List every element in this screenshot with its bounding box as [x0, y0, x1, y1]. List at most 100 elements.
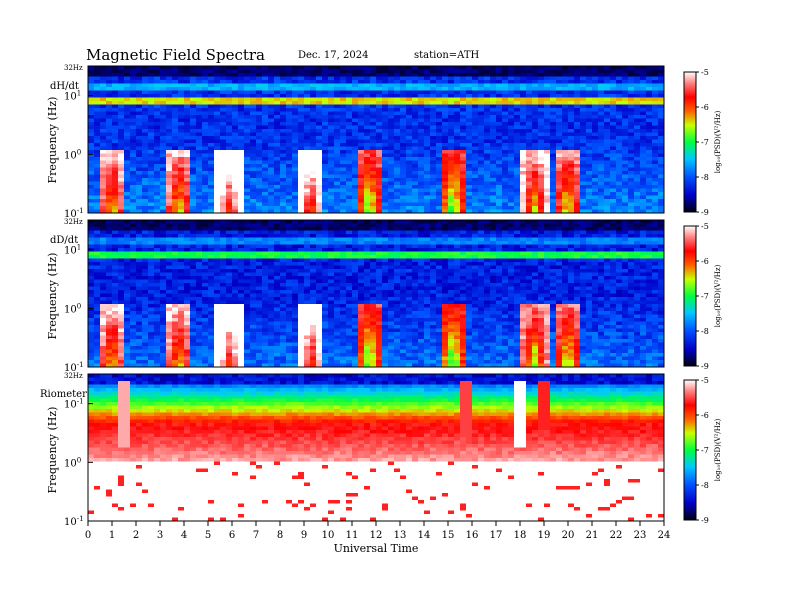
heatmap-cell — [658, 202, 665, 207]
heatmap-cell — [604, 199, 611, 203]
heatmap-cell — [88, 192, 95, 196]
heatmap-cell — [484, 104, 491, 109]
heatmap-cell — [484, 181, 491, 186]
heatmap-cell — [418, 115, 425, 119]
heatmap-cell — [562, 227, 569, 231]
heatmap-cell — [430, 223, 437, 228]
heatmap-cell — [352, 97, 359, 102]
heatmap-cell — [658, 227, 665, 231]
heatmap-cell — [310, 66, 317, 70]
heatmap-cell — [412, 248, 419, 252]
heatmap-cell — [406, 251, 413, 256]
heatmap-cell — [358, 132, 365, 137]
heatmap-cell — [532, 167, 539, 172]
heatmap-cell — [460, 90, 467, 95]
heatmap-cell — [484, 209, 491, 214]
heatmap-cell — [400, 171, 407, 175]
heatmap-cell — [226, 164, 233, 168]
heatmap-cell — [538, 192, 545, 196]
heatmap-cell — [184, 115, 191, 119]
heatmap-cell — [496, 199, 503, 203]
heatmap-cell — [148, 108, 155, 112]
heatmap-cell — [538, 237, 545, 242]
heatmap-cell — [214, 171, 221, 175]
heatmap-cell — [358, 230, 365, 235]
heatmap-cell — [136, 153, 143, 158]
heatmap-cell — [226, 125, 233, 130]
heatmap-cell — [256, 234, 263, 238]
heatmap-cell — [652, 248, 659, 252]
heatmap-cell — [208, 206, 215, 210]
heatmap-cell — [364, 143, 371, 147]
heatmap-cell — [370, 132, 377, 137]
heatmap-cell — [604, 185, 611, 189]
heatmap-cell — [202, 188, 209, 193]
heatmap-cell — [178, 108, 185, 112]
heatmap-cell — [526, 143, 533, 147]
heatmap-cell — [550, 80, 557, 84]
heatmap-cell — [184, 227, 191, 231]
heatmap-cell — [646, 118, 653, 123]
heatmap-cell — [100, 153, 107, 158]
heatmap-cell — [220, 181, 227, 186]
heatmap-cell — [268, 146, 275, 151]
heatmap-cell — [208, 223, 215, 228]
heatmap-cell — [310, 185, 317, 189]
heatmap-cell — [388, 80, 395, 84]
heatmap-cell — [226, 66, 233, 70]
heatmap-cell — [574, 167, 581, 172]
heatmap-cell — [262, 227, 269, 231]
heatmap-cell — [292, 125, 299, 130]
heatmap-cell — [568, 174, 575, 179]
heatmap-cell — [658, 76, 665, 81]
heatmap-cell — [520, 230, 527, 235]
heatmap-cell — [586, 111, 593, 116]
heatmap-cell — [274, 111, 281, 116]
heatmap-cell — [604, 167, 611, 172]
heatmap-cell — [592, 160, 599, 165]
heatmap-cell — [400, 94, 407, 98]
heatmap-cell — [184, 69, 191, 74]
heatmap-cell — [652, 237, 659, 242]
heatmap-cell — [526, 94, 533, 98]
heatmap-cell — [208, 157, 215, 161]
heatmap-cell — [520, 76, 527, 81]
heatmap-cell — [310, 132, 317, 137]
heatmap-cell — [352, 104, 359, 109]
heatmap-cell — [640, 76, 647, 81]
heatmap-cell — [340, 146, 347, 151]
heatmap-cell — [274, 87, 281, 91]
heatmap-cell — [184, 150, 191, 154]
heatmap-cell — [310, 80, 317, 84]
heatmap-cell — [412, 143, 419, 147]
heatmap-cell — [328, 90, 335, 95]
heatmap-cell — [190, 244, 197, 249]
heatmap-cell — [256, 139, 263, 144]
heatmap-cell — [190, 234, 197, 238]
heatmap-cell — [508, 167, 515, 172]
heatmap-cell — [190, 227, 197, 231]
heatmap-cell — [424, 87, 431, 91]
heatmap-cell — [370, 115, 377, 119]
heatmap-cell — [478, 150, 485, 154]
heatmap-cell — [472, 101, 479, 105]
heatmap-cell — [316, 220, 323, 224]
heatmap-cell — [232, 206, 239, 210]
heatmap-cell — [112, 108, 119, 112]
heatmap-cell — [634, 118, 641, 123]
heatmap-cell — [394, 129, 401, 133]
heatmap-cell — [382, 139, 389, 144]
heatmap-cell — [424, 136, 431, 140]
heatmap-cell — [106, 195, 113, 200]
heatmap-cell — [598, 97, 605, 102]
heatmap-cell — [154, 125, 161, 130]
heatmap-cell — [562, 73, 569, 77]
heatmap-cell — [574, 195, 581, 200]
heatmap-cell — [208, 69, 215, 74]
heatmap-cell — [298, 202, 305, 207]
heatmap-cell — [196, 192, 203, 196]
heatmap-cell — [166, 143, 173, 147]
heatmap-cell — [304, 234, 311, 238]
heatmap-cell — [106, 153, 113, 158]
heatmap-cell — [166, 251, 173, 256]
